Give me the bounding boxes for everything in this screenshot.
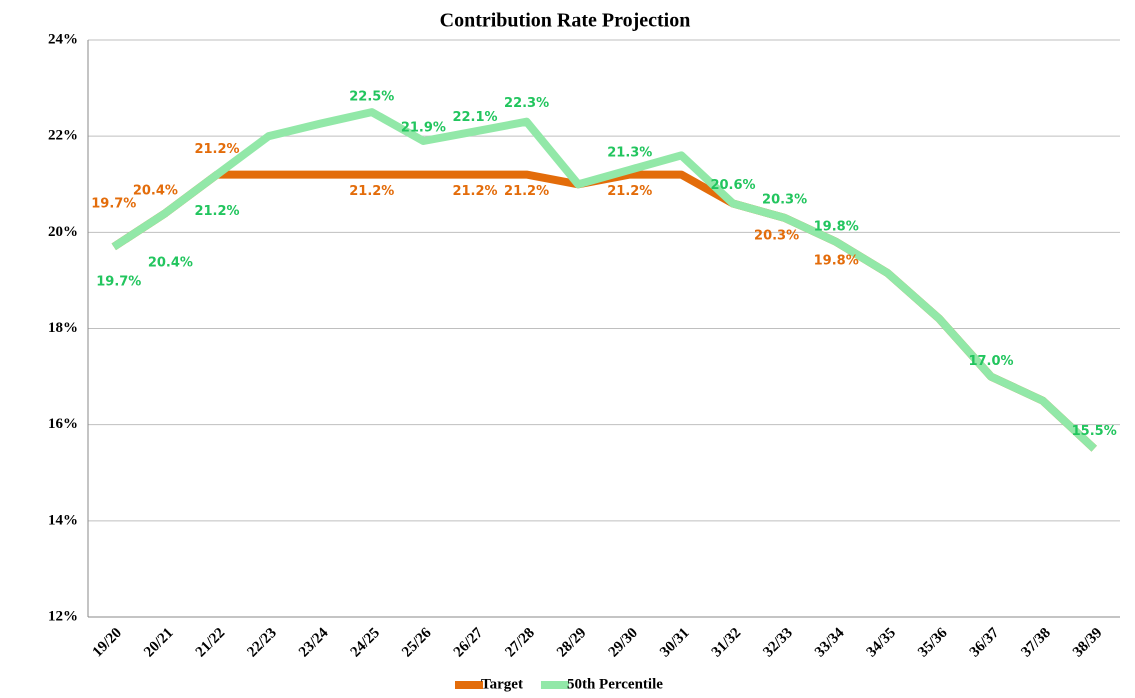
data-label: 17.0% xyxy=(968,354,1013,369)
data-label: 19.7% xyxy=(96,274,141,289)
data-label: 19.7% xyxy=(91,196,136,211)
x-tick-label: 23/24 xyxy=(296,625,332,661)
x-tick-label: 21/22 xyxy=(193,625,228,660)
x-tick-label: 31/32 xyxy=(709,625,744,660)
x-tick-label: 26/27 xyxy=(451,625,487,661)
y-tick-label: 14% xyxy=(48,512,78,528)
x-tick-label: 20/21 xyxy=(141,625,176,660)
data-label: 20.4% xyxy=(133,184,178,199)
x-tick-label: 32/33 xyxy=(760,625,795,660)
x-tick-label: 28/29 xyxy=(554,625,589,660)
data-label: 22.1% xyxy=(452,110,497,125)
chart-title: Contribution Rate Projection xyxy=(440,10,691,32)
data-label: 15.5% xyxy=(1072,424,1117,439)
data-label: 21.3% xyxy=(607,145,652,160)
legend-label: Target xyxy=(481,676,523,692)
x-tick-label: 24/25 xyxy=(348,625,383,660)
x-tick-label: 36/37 xyxy=(967,625,1003,661)
x-tick-label: 35/36 xyxy=(915,625,951,661)
data-label: 21.2% xyxy=(194,142,239,157)
series-line xyxy=(111,170,1097,452)
data-label: 20.6% xyxy=(710,178,755,193)
y-tick-label: 20% xyxy=(48,224,78,240)
data-label: 22.3% xyxy=(504,96,549,111)
y-tick-label: 12% xyxy=(48,608,78,624)
y-tick-label: 22% xyxy=(48,128,78,144)
data-label: 19.8% xyxy=(814,219,859,234)
x-tick-label: 33/34 xyxy=(812,625,848,661)
x-tick-label: 27/28 xyxy=(502,625,537,660)
data-label: 20.3% xyxy=(762,192,807,207)
data-label: 21.2% xyxy=(194,204,239,219)
x-tick-label: 22/23 xyxy=(244,625,279,660)
data-label: 21.9% xyxy=(401,120,446,135)
y-tick-label: 24% xyxy=(48,31,78,47)
y-tick-label: 16% xyxy=(48,416,78,432)
x-tick-label: 19/20 xyxy=(90,625,125,660)
x-tick-label: 38/39 xyxy=(1070,625,1105,660)
data-label: 21.2% xyxy=(349,184,394,199)
x-tick-label: 37/38 xyxy=(1018,625,1053,660)
data-label: 22.5% xyxy=(349,90,394,105)
legend-label: 50th Percentile xyxy=(567,676,663,692)
data-label: 20.3% xyxy=(754,228,799,243)
data-label: 21.2% xyxy=(504,184,549,199)
x-tick-label: 29/30 xyxy=(606,625,641,660)
y-tick-label: 18% xyxy=(48,320,78,336)
data-label: 21.2% xyxy=(607,184,652,199)
x-tick-label: 30/31 xyxy=(657,625,692,660)
data-label: 21.2% xyxy=(452,184,497,199)
data-label: 19.8% xyxy=(814,253,859,268)
x-tick-label: 34/35 xyxy=(864,625,899,660)
series-line xyxy=(111,108,1097,452)
data-label: 20.4% xyxy=(148,256,193,271)
x-tick-label: 25/26 xyxy=(399,625,435,661)
